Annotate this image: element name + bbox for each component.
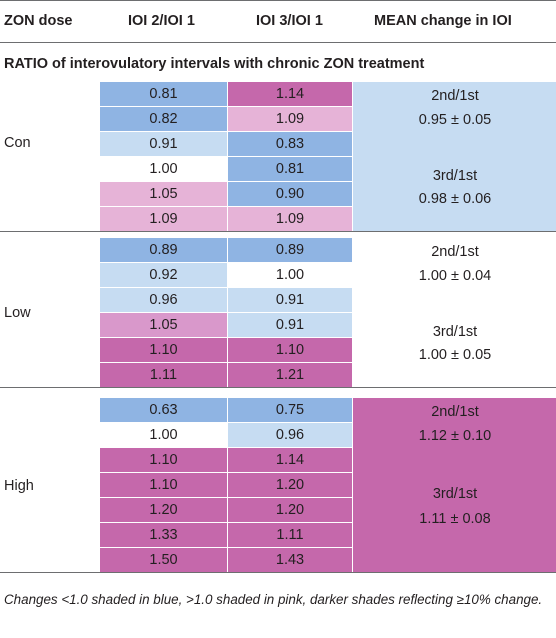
ioi3-cell: 1.00 [228, 263, 352, 287]
header-mean-change: MEAN change in IOI [374, 13, 512, 29]
header-ioi2-ioi1: IOI 2/IOI 1 [128, 13, 195, 29]
group-label-con: Con [4, 135, 31, 151]
group-rule [0, 387, 556, 388]
group-label-low: Low [4, 305, 31, 321]
mean-change-block [353, 398, 556, 572]
table-footnote: Changes <1.0 shaded in blue, >1.0 shaded… [4, 592, 543, 607]
ioi3-cell: 0.89 [228, 238, 352, 262]
ioi2-cell: 1.10 [100, 473, 227, 497]
mean-value2: 1.00 ± 0.05 [418, 347, 492, 363]
ioi2-cell: 1.20 [100, 498, 227, 522]
group-label-high: High [4, 478, 34, 494]
ioi3-cell: 1.20 [228, 498, 352, 522]
ioi3-cell: 1.43 [228, 548, 352, 572]
ioi2-cell: 0.92 [100, 263, 227, 287]
mean-value1: 1.00 ± 0.04 [418, 268, 492, 284]
ioi3-cell: 0.91 [228, 313, 352, 337]
group-rule [0, 231, 556, 232]
mean-value1: 1.12 ± 0.10 [418, 428, 492, 444]
mean-label2: 3rd/1st [432, 486, 478, 502]
ioi3-cell: 1.20 [228, 473, 352, 497]
ioi3-cell: 0.96 [228, 423, 352, 447]
table-top-rule [0, 0, 556, 1]
ioi2-cell: 0.81 [100, 82, 227, 106]
mean-value1: 0.95 ± 0.05 [418, 112, 492, 128]
group-rule [0, 572, 556, 573]
ioi2-cell: 0.89 [100, 238, 227, 262]
ioi3-cell: 0.91 [228, 288, 352, 312]
ioi2-cell: 0.63 [100, 398, 227, 422]
ioi2-cell: 1.11 [100, 363, 227, 387]
ioi3-cell: 1.09 [228, 107, 352, 131]
ioi3-cell: 0.81 [228, 157, 352, 181]
ioi3-cell: 0.75 [228, 398, 352, 422]
mean-label2: 3rd/1st [432, 324, 478, 340]
ioi2-cell: 1.00 [100, 157, 227, 181]
ioi3-cell: 0.83 [228, 132, 352, 156]
mean-label1: 2nd/1st [431, 404, 479, 420]
ioi3-cell: 1.14 [228, 448, 352, 472]
mean-value2: 0.98 ± 0.06 [418, 191, 492, 207]
ioi3-cell: 1.10 [228, 338, 352, 362]
ioi2-cell: 0.82 [100, 107, 227, 131]
ioi3-cell: 1.09 [228, 207, 352, 231]
ioi2-cell: 0.96 [100, 288, 227, 312]
mean-change-block [353, 238, 556, 387]
ioi2-cell: 1.10 [100, 448, 227, 472]
header-rule [0, 42, 556, 43]
ioi2-cell: 1.05 [100, 182, 227, 206]
mean-label1: 2nd/1st [431, 88, 479, 104]
table-header: ZON dose IOI 2/IOI 1 IOI 3/IOI 1 MEAN ch… [0, 0, 556, 42]
mean-value2: 1.11 ± 0.08 [419, 511, 491, 527]
ioi3-cell: 1.11 [228, 523, 352, 547]
header-ioi3-ioi1: IOI 3/IOI 1 [256, 13, 323, 29]
ioi2-cell: 1.00 [100, 423, 227, 447]
ioi2-cell: 1.05 [100, 313, 227, 337]
header-zon-dose: ZON dose [4, 13, 73, 29]
ioi2-cell: 1.33 [100, 523, 227, 547]
mean-label1: 2nd/1st [431, 244, 479, 260]
ioi3-cell: 1.14 [228, 82, 352, 106]
ioi3-cell: 1.21 [228, 363, 352, 387]
ioi3-cell: 0.90 [228, 182, 352, 206]
ioi2-cell: 1.10 [100, 338, 227, 362]
mean-label2: 3rd/1st [432, 168, 478, 184]
ioi2-cell: 0.91 [100, 132, 227, 156]
mean-change-block [353, 82, 556, 231]
ioi2-cell: 1.50 [100, 548, 227, 572]
table-caption: RATIO of interovulatory intervals with c… [4, 56, 425, 72]
ioi2-cell: 1.09 [100, 207, 227, 231]
